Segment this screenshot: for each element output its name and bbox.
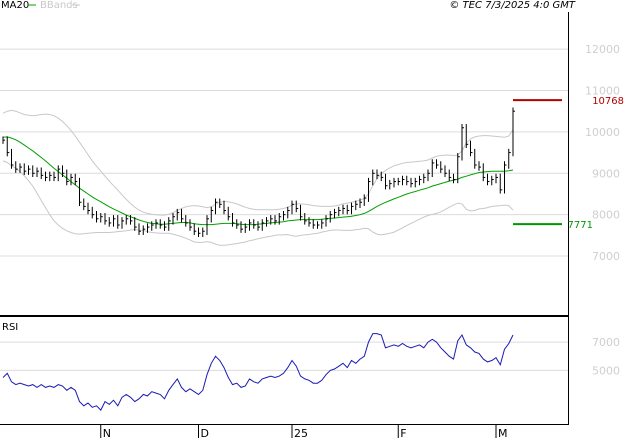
x-tick-label: N	[103, 427, 111, 440]
x-tick-label: D	[201, 427, 209, 440]
x-axis-ticks: N D 25 F M	[100, 424, 508, 440]
rsi-series	[2, 333, 514, 411]
legend-ma20: MA20	[1, 0, 29, 11]
rsi-panel-label: RSI	[2, 322, 18, 333]
bb-lower-line	[2, 160, 514, 246]
copyright-text: © TEC 7/3/2025 4:0 GMT	[449, 0, 576, 11]
chart-frame	[0, 12, 569, 425]
y-tick-label: 11000	[585, 85, 620, 98]
support-label: 7771	[568, 220, 593, 231]
x-tick-label: M	[498, 427, 508, 440]
y-tick-label: 10000	[585, 126, 620, 139]
x-tick-label: F	[400, 427, 406, 440]
legend-bbands: BBands	[40, 0, 78, 11]
rsi-tick-label: 5000	[592, 364, 620, 377]
y-axis-labels: 12000 11000 10000 9000 8000 7000 7000 5000	[585, 43, 620, 377]
x-tick-label: 25	[294, 427, 308, 440]
rsi-line	[2, 333, 514, 411]
rsi-tick-label: 7000	[592, 336, 620, 349]
price-bars	[2, 107, 515, 238]
bollinger-bands	[2, 109, 514, 246]
bb-upper-line	[2, 109, 514, 216]
grid-lines	[0, 48, 568, 371]
resistance-label: 10768	[592, 96, 624, 107]
y-tick-label: 7000	[592, 250, 620, 263]
y-tick-label: 12000	[585, 43, 620, 56]
y-tick-label: 8000	[592, 209, 620, 222]
price-levels: 10768 7771	[513, 96, 624, 231]
y-tick-label: 9000	[592, 167, 620, 180]
